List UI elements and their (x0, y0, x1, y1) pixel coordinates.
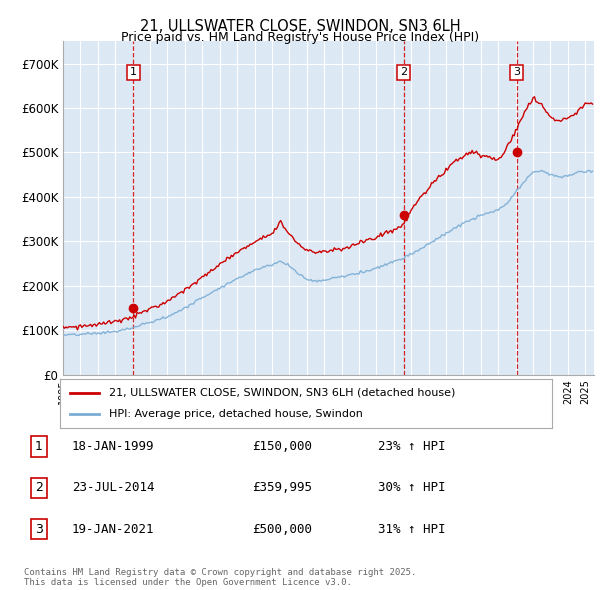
Text: 2: 2 (35, 481, 43, 494)
Text: 21, ULLSWATER CLOSE, SWINDON, SN3 6LH: 21, ULLSWATER CLOSE, SWINDON, SN3 6LH (140, 19, 460, 34)
Text: 23-JUL-2014: 23-JUL-2014 (72, 481, 155, 494)
Text: 23% ↑ HPI: 23% ↑ HPI (378, 440, 445, 453)
Text: £359,995: £359,995 (252, 481, 312, 494)
Text: 2: 2 (400, 67, 407, 77)
Text: 31% ↑ HPI: 31% ↑ HPI (378, 523, 445, 536)
Text: 1: 1 (35, 440, 43, 453)
Text: HPI: Average price, detached house, Swindon: HPI: Average price, detached house, Swin… (109, 409, 363, 419)
Text: Contains HM Land Registry data © Crown copyright and database right 2025.
This d: Contains HM Land Registry data © Crown c… (24, 568, 416, 587)
Text: £150,000: £150,000 (252, 440, 312, 453)
Text: 3: 3 (513, 67, 520, 77)
Text: 21, ULLSWATER CLOSE, SWINDON, SN3 6LH (detached house): 21, ULLSWATER CLOSE, SWINDON, SN3 6LH (d… (109, 388, 455, 398)
Text: 19-JAN-2021: 19-JAN-2021 (72, 523, 155, 536)
Text: £500,000: £500,000 (252, 523, 312, 536)
Text: 18-JAN-1999: 18-JAN-1999 (72, 440, 155, 453)
Text: 3: 3 (35, 523, 43, 536)
Text: Price paid vs. HM Land Registry's House Price Index (HPI): Price paid vs. HM Land Registry's House … (121, 31, 479, 44)
Text: 30% ↑ HPI: 30% ↑ HPI (378, 481, 445, 494)
Text: 1: 1 (130, 67, 137, 77)
